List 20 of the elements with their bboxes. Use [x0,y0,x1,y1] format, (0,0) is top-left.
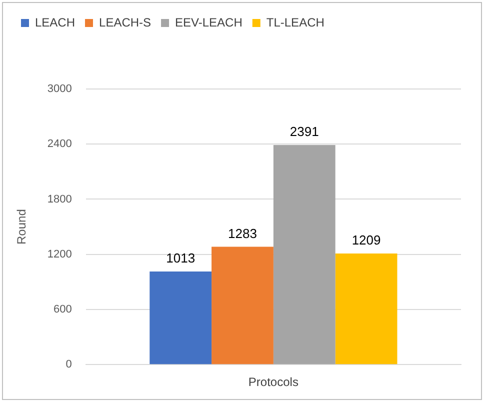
bar [335,254,398,364]
bar [273,144,336,364]
bar [150,272,212,364]
data-label: 2391 [290,124,319,140]
bar [212,246,274,364]
y-tick-label: 3000 [47,83,72,96]
y-axis-title: Round [14,209,29,244]
x-tick-label: Protocols [248,375,298,390]
legend-label: EEV-LEACH [175,15,242,30]
legend-label: LEACH-S [99,15,152,30]
data-label: 1283 [228,226,257,241]
y-tick-label: 2400 [47,138,72,150]
legend-label: TL-LEACH [266,15,324,30]
data-label: 1013 [166,250,196,266]
y-tick-label: 1200 [47,248,72,260]
legend-label: LEACH [35,15,76,30]
y-tick-label: 1800 [47,193,72,206]
y-tick-label: 600 [54,304,72,316]
data-label: 1209 [352,232,381,248]
y-tick-label: 0 [66,358,72,371]
